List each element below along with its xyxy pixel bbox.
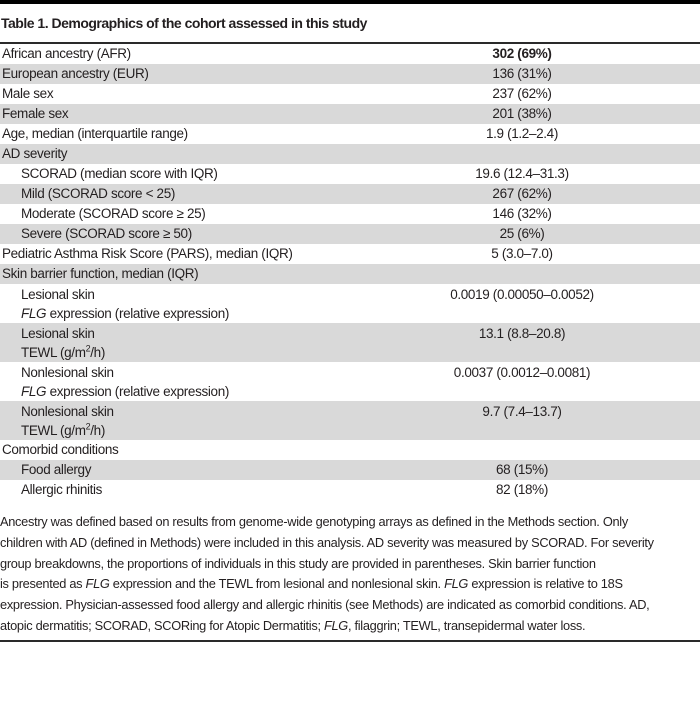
- row-label-line: Food allergy: [21, 462, 92, 477]
- row-label: African ancestry (AFR): [0, 44, 344, 64]
- footnote-line: group breakdowns, the proportions of ind…: [0, 555, 596, 571]
- table-row: Allergic rhinitis 82 (18%): [0, 480, 700, 500]
- row-label-line: Female sex: [2, 106, 69, 121]
- table-row: Male sex 237 (62%): [0, 84, 700, 104]
- row-value: 13.1 (8.8–20.8): [478, 326, 566, 341]
- row-label-line: Moderate (SCORAD score ≥ 25): [21, 206, 206, 221]
- row-value: 237 (62%): [492, 86, 552, 101]
- row-value: 302 (69%): [492, 46, 552, 61]
- table-row: Pediatric Asthma Risk Score (PARS), medi…: [0, 244, 700, 264]
- table-row: Lesional skin FLG expression (relative ex…: [0, 284, 700, 323]
- table-row: Nonlesional skin TEWL (g/m2/h) 9.7 (7.4–13…: [0, 401, 700, 440]
- table-row: Moderate (SCORAD score ≥ 25) 146 (32%): [0, 204, 700, 224]
- table-body: African ancestry (AFR) 302 (69%) European …: [0, 44, 700, 500]
- footnote-line: is presented as FLG expression and the T…: [0, 576, 623, 592]
- row-label: Severe (SCORAD score ≥ 50): [0, 224, 344, 244]
- row-label: Male sex: [0, 84, 344, 104]
- table-row: European ancestry (EUR) 136 (31%): [0, 64, 700, 84]
- footnote-line: expression. Physician-assessed food alle…: [0, 597, 650, 613]
- row-label-line: Nonlesional skin: [21, 404, 114, 419]
- row-label: Allergic rhinitis: [0, 480, 344, 500]
- row-label: SCORAD (median score with IQR): [0, 164, 344, 184]
- row-label: Lesional skin TEWL (g/m2/h): [0, 324, 344, 362]
- row-label: AD severity: [0, 144, 344, 164]
- row-label: Nonlesional skin TEWL (g/m2/h): [0, 402, 344, 440]
- row-label-line: Lesional skin: [21, 287, 95, 302]
- table-footnote: Ancestry was defined based on results fr…: [0, 512, 700, 637]
- row-label-line: Mild (SCORAD score < 25): [21, 186, 176, 201]
- table-row: AD severity: [0, 144, 700, 164]
- row-label-line: Nonlesional skin: [21, 365, 114, 380]
- row-label-line: SCORAD (median score with IQR): [21, 166, 218, 181]
- row-label: Age, median (interquartile range): [0, 124, 344, 144]
- row-label: Skin barrier function, median (IQR): [0, 264, 344, 284]
- table-row: Food allergy 68 (15%): [0, 460, 700, 480]
- row-value: 82 (18%): [496, 482, 548, 497]
- table-row: Lesional skin TEWL (g/m2/h) 13.1 (8.8–20.8…: [0, 323, 700, 362]
- row-label-line: TEWL (g/m2/h): [21, 343, 105, 360]
- table-row: Nonlesional skin FLG expression (relative…: [0, 362, 700, 401]
- row-value: 19.6 (12.4–31.3): [475, 166, 569, 181]
- row-label-line: Skin barrier function, median (IQR): [2, 266, 199, 281]
- row-label-line: FLG expression (relative expression): [21, 384, 230, 399]
- row-value: 0.0019 (0.00050–0.0052): [450, 287, 594, 302]
- row-label: Nonlesional skin FLG expression (relative…: [0, 363, 344, 401]
- row-value: 267 (62%): [492, 186, 552, 201]
- row-label: Female sex: [0, 104, 344, 124]
- row-label-line: African ancestry (AFR): [2, 46, 131, 61]
- row-label-line: FLG expression (relative expression): [21, 306, 230, 321]
- row-value: 1.9 (1.2–2.4): [485, 126, 558, 141]
- row-value: 68 (15%): [496, 462, 548, 477]
- row-label: Mild (SCORAD score < 25): [0, 184, 344, 204]
- table-top-rule: [0, 0, 700, 4]
- row-label-line: Comorbid conditions: [2, 442, 119, 457]
- row-label-line: Male sex: [2, 86, 54, 101]
- row-label: Lesional skin FLG expression (relative ex…: [0, 285, 344, 323]
- row-label: Comorbid conditions: [0, 440, 344, 460]
- row-label-line: Age, median (interquartile range): [2, 126, 188, 141]
- table-bottom-rule: [0, 639, 700, 643]
- row-value: 136 (31%): [492, 66, 552, 81]
- footnote-line: Ancestry was defined based on results fr…: [0, 514, 628, 529]
- table-row: SCORAD (median score with IQR) 19.6 (12.4…: [0, 164, 700, 184]
- row-value: 0.0037 (0.0012–0.0081): [453, 365, 591, 380]
- row-label: Food allergy: [0, 460, 344, 480]
- row-value: 25 (6%): [499, 226, 545, 241]
- table-row: Comorbid conditions: [0, 440, 700, 460]
- table-row: Female sex 201 (38%): [0, 104, 700, 124]
- row-value: 5 (3.0–7.0): [491, 246, 553, 261]
- table-row: Mild (SCORAD score < 25) 267 (62%): [0, 184, 700, 204]
- row-value: 9.7 (7.4–13.7): [482, 404, 562, 419]
- row-label-line: Severe (SCORAD score ≥ 50): [21, 226, 192, 241]
- row-label-line: TEWL (g/m2/h): [21, 421, 105, 438]
- table-title: Table 1. Demographics of the cohort asse…: [1, 15, 367, 31]
- row-label-line: AD severity: [2, 146, 68, 161]
- row-label: Moderate (SCORAD score ≥ 25): [0, 204, 344, 224]
- row-value: 146 (32%): [492, 206, 552, 221]
- table-row: Skin barrier function, median (IQR): [0, 264, 700, 284]
- row-label: Pediatric Asthma Risk Score (PARS), medi…: [0, 244, 344, 264]
- footnote-line: children with AD (defined in Methods) we…: [0, 534, 654, 550]
- row-label-line: European ancestry (EUR): [2, 66, 149, 81]
- table-row: Severe (SCORAD score ≥ 50) 25 (6%): [0, 224, 700, 244]
- row-label-line: Pediatric Asthma Risk Score (PARS), medi…: [2, 246, 293, 261]
- title-divider-rule: [0, 42, 700, 44]
- table-row: Age, median (interquartile range) 1.9 (1.…: [0, 124, 700, 144]
- row-label-line: Allergic rhinitis: [21, 482, 103, 497]
- row-label: European ancestry (EUR): [0, 64, 344, 84]
- row-label-line: Lesional skin: [21, 326, 95, 341]
- row-value: 201 (38%): [492, 106, 552, 121]
- table-row: African ancestry (AFR) 302 (69%): [0, 44, 700, 64]
- footnote-line: atopic dermatitis; SCORAD, SCORing for A…: [0, 617, 586, 633]
